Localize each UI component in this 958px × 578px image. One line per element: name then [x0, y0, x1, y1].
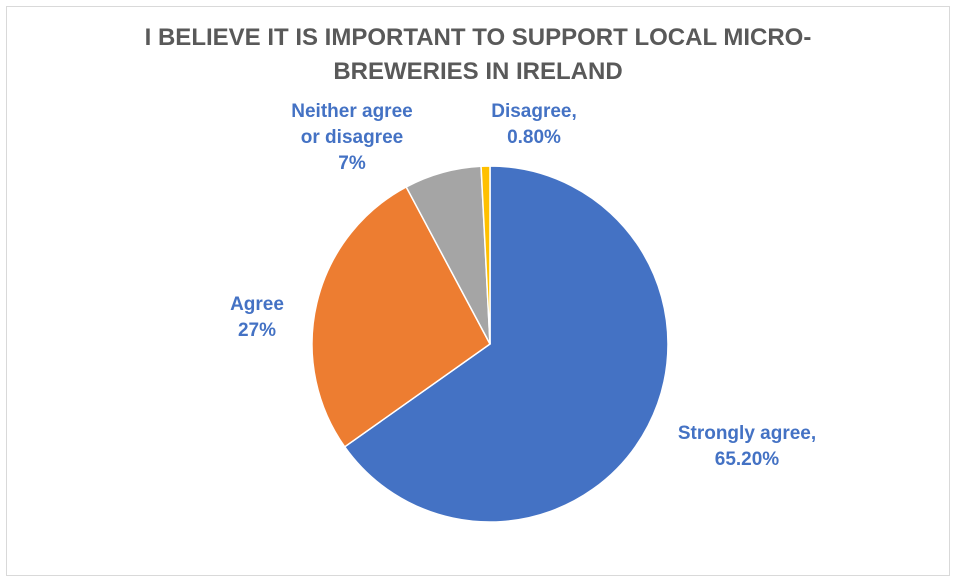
data-label-strongly-agree: Strongly agree, 65.20% — [677, 423, 817, 470]
chart-frame: I BELIEVE IT IS IMPORTANT TO SUPPORT LOC… — [6, 6, 950, 576]
pie-slice-strongly-agree — [343, 165, 669, 523]
data-label-agree: Agree 27% — [230, 294, 284, 341]
chart-title: I BELIEVE IT IS IMPORTANT TO SUPPORT LOC… — [144, 24, 812, 85]
data-label-disagree: Disagree, 0.80% — [491, 101, 577, 148]
data-label-neither: Neither agree or disagree 7% — [291, 101, 413, 174]
pie-chart — [311, 165, 669, 523]
pie-slice-agree — [311, 185, 491, 448]
pie-slice-disagree — [480, 165, 491, 345]
